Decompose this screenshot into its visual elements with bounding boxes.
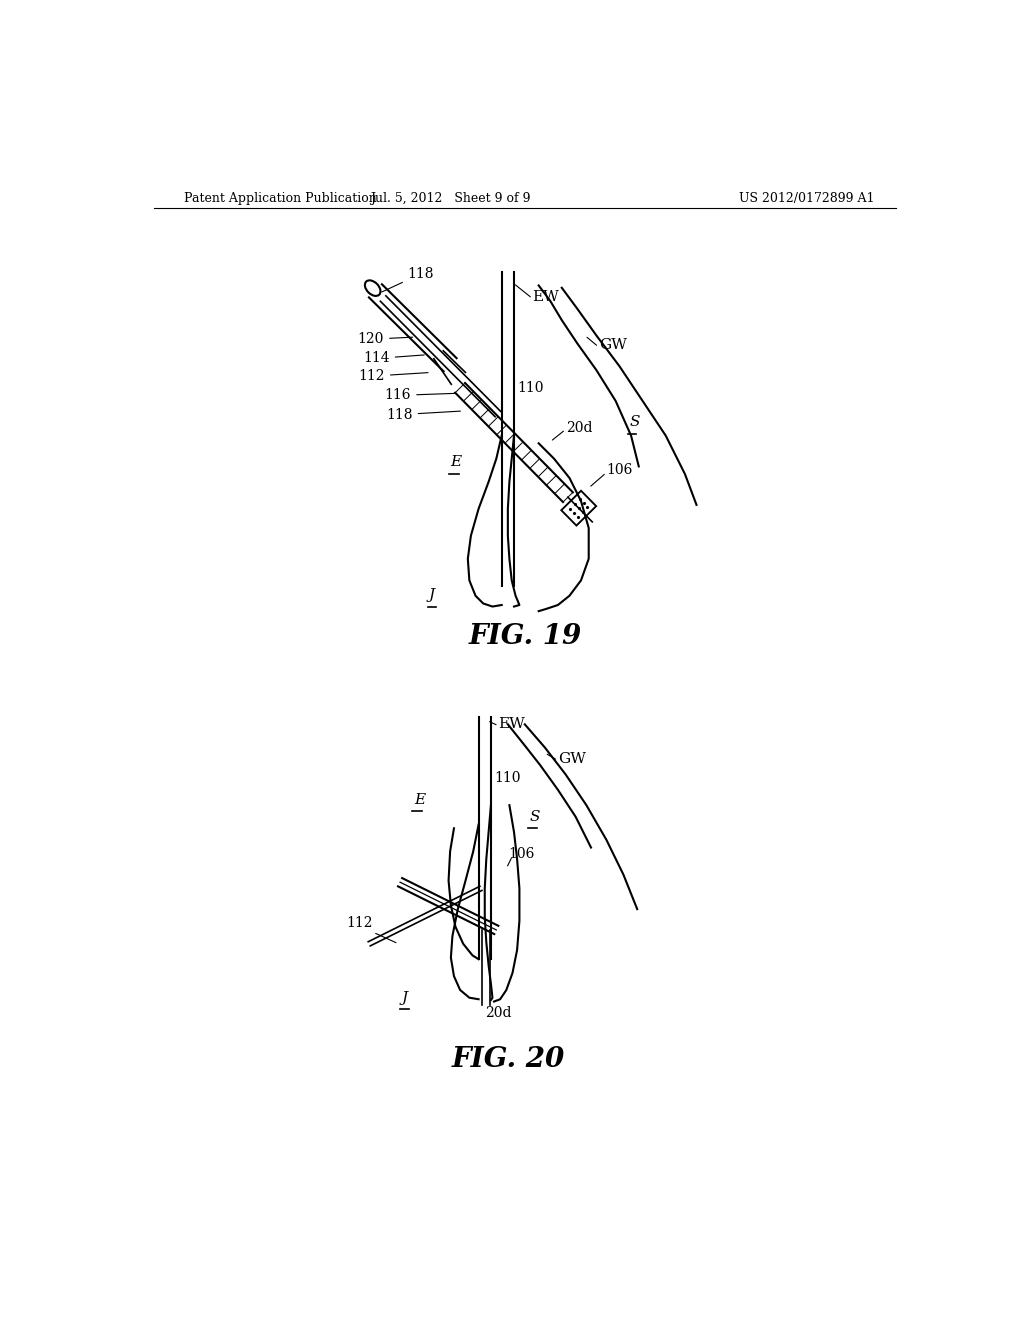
Text: 118: 118 [386, 408, 461, 421]
Text: 110: 110 [517, 380, 544, 395]
Text: 114: 114 [364, 351, 424, 366]
Text: FIG. 19: FIG. 19 [468, 623, 582, 649]
Text: EW: EW [532, 290, 559, 304]
Text: 20d: 20d [565, 421, 592, 434]
Text: 112: 112 [358, 370, 428, 383]
Text: Patent Application Publication: Patent Application Publication [184, 191, 377, 205]
Text: S: S [630, 416, 640, 429]
Text: 110: 110 [494, 771, 520, 785]
Text: E: E [414, 792, 425, 807]
Text: Jul. 5, 2012   Sheet 9 of 9: Jul. 5, 2012 Sheet 9 of 9 [370, 191, 530, 205]
Text: GW: GW [599, 338, 627, 352]
Text: US 2012/0172899 A1: US 2012/0172899 A1 [739, 191, 874, 205]
Text: 120: 120 [357, 333, 413, 346]
Text: FIG. 20: FIG. 20 [452, 1045, 564, 1073]
Text: 106: 106 [606, 463, 633, 477]
Text: S: S [529, 809, 540, 824]
Text: 112: 112 [346, 916, 373, 929]
Text: 116: 116 [385, 388, 456, 403]
Text: 20d: 20d [484, 1006, 511, 1020]
Text: J: J [429, 587, 434, 602]
Text: GW: GW [558, 752, 586, 766]
Text: 106: 106 [508, 846, 535, 861]
Text: E: E [451, 455, 461, 470]
Text: J: J [401, 990, 408, 1005]
Text: EW: EW [499, 717, 525, 731]
Text: 118: 118 [382, 267, 434, 292]
